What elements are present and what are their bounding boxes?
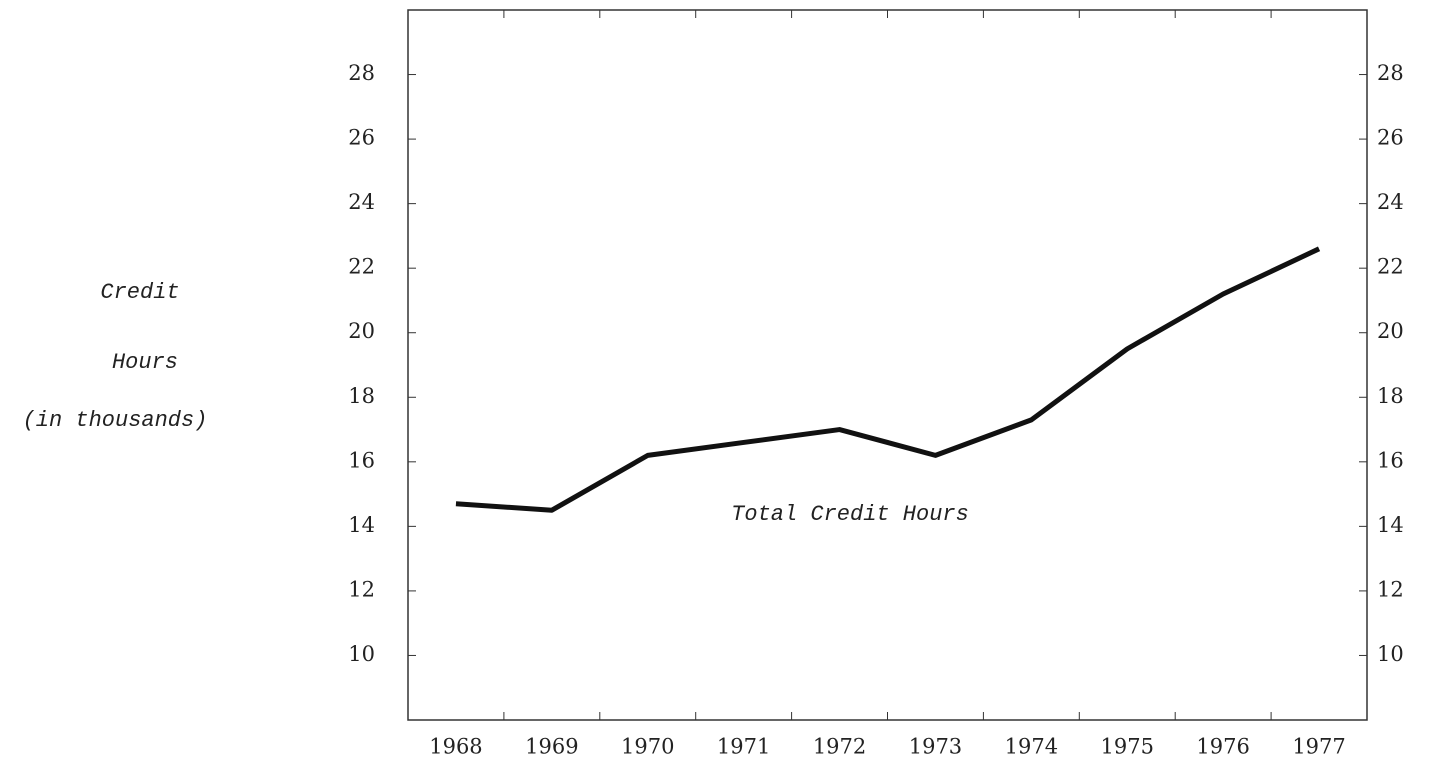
y2-tick-label: 24: [1377, 190, 1404, 214]
y-tick-label: 20: [348, 319, 375, 343]
y-axis-label: (in thousands): [23, 408, 208, 433]
y2-tick-label: 14: [1377, 513, 1404, 537]
x-tick-label: 1975: [1101, 735, 1154, 759]
y2-tick-label: 16: [1377, 448, 1404, 472]
y2-tick-label: 26: [1377, 126, 1404, 150]
x-tick-label: 1973: [909, 735, 962, 759]
plot-frame: [407, 9, 1368, 721]
x-tick-label: 1974: [1005, 735, 1058, 759]
y-axis-label: Hours: [112, 350, 178, 375]
y-tick-label: 14: [348, 513, 375, 537]
y-tick-label: 26: [348, 126, 375, 150]
y2-tick-label: 28: [1377, 61, 1404, 85]
data-line: [455, 246, 1321, 513]
x-tick-label: 1970: [621, 735, 674, 759]
y2-tick-label: 18: [1377, 384, 1404, 408]
y-tick-label: 24: [348, 190, 375, 214]
y2-tick-label: 20: [1377, 319, 1404, 343]
y2-tick-label: 10: [1377, 642, 1404, 666]
y-tick-label: 12: [348, 577, 375, 601]
y2-tick-label: 12: [1377, 577, 1404, 601]
x-tick-label: 1972: [813, 735, 866, 759]
x-tick-label: 1968: [429, 735, 482, 759]
x-tick-label: 1971: [717, 735, 770, 759]
y-tick-label: 28: [348, 61, 375, 85]
y-tick-label: 16: [348, 448, 375, 472]
y-tick-label: 18: [348, 384, 375, 408]
y-tick-label: 22: [348, 255, 375, 279]
x-tick-label: 1969: [525, 735, 578, 759]
y2-tick-label: 22: [1377, 255, 1404, 279]
annotation: Total Credit Hours: [731, 502, 969, 527]
x-tick-label: 1977: [1292, 735, 1345, 759]
x-tick-label: 1976: [1196, 735, 1249, 759]
y-tick-label: 10: [348, 642, 375, 666]
y-axis-label: Credit: [100, 280, 179, 305]
